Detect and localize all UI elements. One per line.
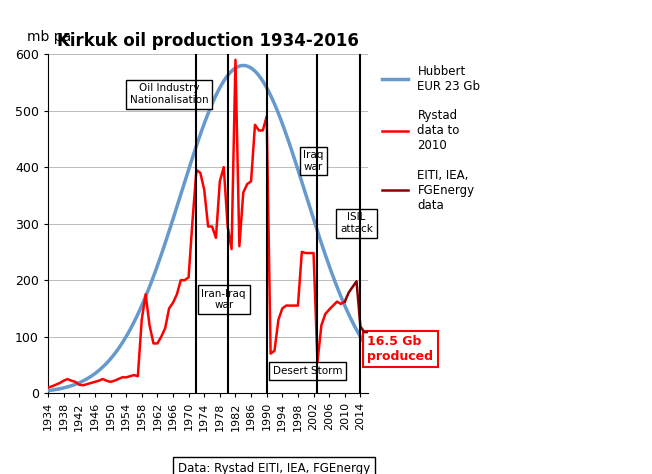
Text: Desert Storm: Desert Storm <box>273 366 342 376</box>
Text: mb pa: mb pa <box>27 30 72 44</box>
Text: 16.5 Gb
produced: 16.5 Gb produced <box>368 335 434 363</box>
Text: ISIL
attack: ISIL attack <box>340 212 373 234</box>
Text: Data: Rystad EITI, IEA, FGEnergy: Data: Rystad EITI, IEA, FGEnergy <box>178 462 370 474</box>
Text: Iran-Iraq
war: Iran-Iraq war <box>201 289 246 310</box>
Text: Oil Industry
Nationalisation: Oil Industry Nationalisation <box>130 83 209 105</box>
Legend: Hubbert
EUR 23 Gb, Rystad
data to
2010, EITI, IEA,
FGEnergy
data: Hubbert EUR 23 Gb, Rystad data to 2010, … <box>378 60 485 217</box>
Title: Kirkuk oil production 1934-2016: Kirkuk oil production 1934-2016 <box>57 32 359 50</box>
Text: Iraq
war: Iraq war <box>303 150 324 172</box>
